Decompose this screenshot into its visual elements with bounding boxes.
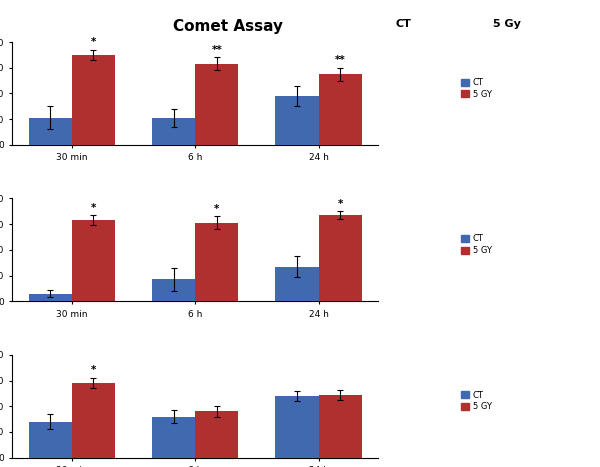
Bar	[319, 74, 362, 145]
Text: *: *	[91, 365, 96, 375]
Text: Comet Assay: Comet Assay	[173, 19, 283, 34]
Legend: CT, 5 GY: CT, 5 GY	[461, 391, 491, 411]
Ellipse shape	[499, 215, 511, 228]
Ellipse shape	[396, 71, 407, 85]
Bar	[72, 383, 115, 458]
Ellipse shape	[537, 399, 569, 409]
Bar	[319, 395, 362, 458]
Bar	[29, 422, 72, 458]
Text: *: *	[214, 204, 220, 214]
Legend: CT, 5 GY: CT, 5 GY	[461, 234, 491, 255]
Bar	[72, 220, 115, 301]
Ellipse shape	[540, 108, 572, 117]
Bar	[152, 279, 195, 301]
Ellipse shape	[413, 138, 424, 151]
Ellipse shape	[441, 406, 452, 419]
Text: **: **	[211, 45, 222, 55]
Ellipse shape	[565, 140, 598, 149]
Ellipse shape	[533, 251, 566, 261]
Ellipse shape	[559, 432, 571, 445]
Legend: CT, 5 GY: CT, 5 GY	[461, 78, 491, 99]
Text: *: *	[91, 37, 96, 47]
Text: CT: CT	[395, 19, 411, 28]
Ellipse shape	[457, 279, 469, 292]
Ellipse shape	[559, 138, 571, 151]
Bar	[72, 55, 115, 145]
Bar	[275, 96, 319, 145]
Bar	[275, 267, 319, 301]
Ellipse shape	[500, 73, 533, 83]
Ellipse shape	[565, 433, 598, 443]
Ellipse shape	[496, 359, 507, 372]
Ellipse shape	[420, 432, 431, 445]
Ellipse shape	[505, 217, 539, 226]
Text: *: *	[91, 203, 96, 212]
Text: *: *	[338, 198, 343, 209]
Ellipse shape	[430, 250, 442, 262]
Bar	[29, 294, 72, 301]
Ellipse shape	[530, 397, 542, 410]
Bar	[29, 118, 72, 145]
Ellipse shape	[533, 106, 545, 119]
Bar	[275, 396, 319, 458]
Bar	[195, 223, 238, 301]
Ellipse shape	[392, 215, 403, 228]
Bar	[195, 64, 238, 145]
Bar	[152, 417, 195, 458]
Bar	[152, 118, 195, 145]
Ellipse shape	[502, 361, 533, 370]
Ellipse shape	[527, 250, 539, 262]
Bar	[195, 411, 238, 458]
Text: 5 Gy: 5 Gy	[493, 19, 521, 28]
Bar	[319, 215, 362, 301]
Ellipse shape	[402, 364, 413, 377]
Ellipse shape	[565, 281, 595, 290]
Ellipse shape	[494, 71, 505, 85]
Ellipse shape	[438, 104, 449, 116]
Text: **: **	[335, 55, 346, 65]
Ellipse shape	[559, 279, 571, 292]
